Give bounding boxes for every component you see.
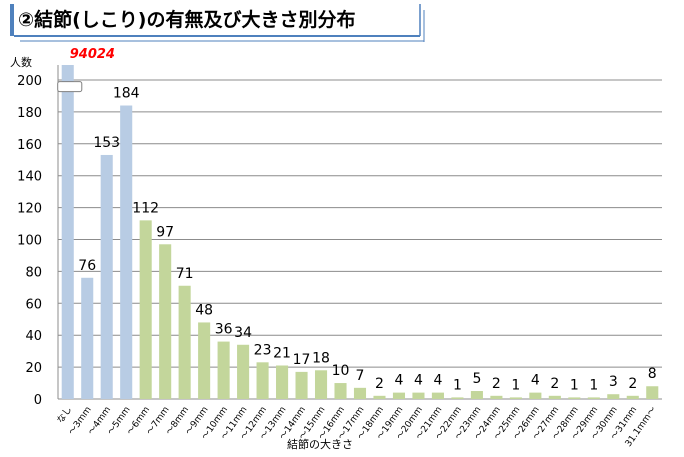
bar [392,392,406,399]
data-label: 2 [550,376,559,392]
bar [81,277,94,399]
data-label: 5 [472,371,481,387]
y-tick-label: 100 [17,234,42,249]
y-tick-label: 60 [25,297,42,312]
bar [100,154,113,399]
data-label: 2 [628,376,637,392]
data-label: 1 [511,377,520,393]
y-tick-label: 140 [17,170,42,185]
y-tick-label: 0 [34,393,42,408]
bar [217,341,230,399]
bar [626,395,639,399]
bar [276,365,289,399]
title-accent-bar [10,4,14,36]
data-label: 4 [395,373,404,389]
data-label: 184 [113,86,140,102]
data-label: 1 [589,377,598,393]
bar [529,392,542,399]
bar [607,394,620,399]
data-label: 10 [332,363,350,379]
data-label: 112 [132,200,159,216]
data-label: 94024 [70,47,115,62]
bar [178,285,191,399]
bar [159,244,172,399]
bar [548,395,561,399]
bar [412,392,425,399]
bar [431,392,444,399]
y-tick-label: 180 [17,106,42,121]
y-tick-label: 20 [25,361,42,376]
axis-break-marker [57,81,83,93]
y-axis-label: 人数 [10,56,32,69]
bar [256,362,269,399]
y-tick-label: 200 [17,74,42,89]
data-label: 1 [453,377,462,393]
bar [568,397,581,399]
bar [470,391,483,399]
data-label: 4 [414,373,423,389]
data-label: 48 [195,302,213,318]
bar [334,383,347,399]
bar [451,397,464,399]
bar [295,371,308,399]
bar [237,344,250,399]
data-label: 1 [570,377,579,393]
bar [198,322,211,399]
page-title: ②結節(しこり)の有無及び大きさ別分布 [18,8,355,31]
x-tick-label: なし [55,404,74,425]
title-graphic: ②結節(しこり)の有無及び大きさ別分布 [10,4,425,42]
title-area: ②結節(しこり)の有無及び大きさ別分布 [0,0,684,48]
data-label: 4 [433,373,442,389]
bar [139,220,152,399]
data-label: 2 [492,376,501,392]
bar [490,395,503,399]
y-tick-label: 40 [25,329,42,344]
y-tick-label: 160 [17,138,42,153]
data-label: 34 [234,325,252,341]
bar [373,395,386,399]
bar [509,397,522,399]
data-label: 153 [93,135,120,151]
data-label: 8 [648,366,657,382]
bar [646,386,659,399]
data-label: 7 [356,368,365,384]
data-label: 71 [176,266,194,282]
x-axis-label: 結節の大きさ [287,437,353,451]
bar [61,65,74,399]
data-label: 18 [312,350,330,366]
y-tick-label: 120 [17,202,42,217]
data-label: 21 [273,346,291,362]
data-label: 4 [531,373,540,389]
y-tick-label: 80 [25,265,42,280]
bar [587,397,600,399]
data-label: 3 [609,374,618,390]
data-label: 2 [375,376,384,392]
bar [314,370,328,399]
data-label: 36 [215,322,233,338]
data-label: 97 [156,224,174,240]
data-label: 76 [78,258,96,274]
data-label: 17 [293,352,311,368]
bar [353,387,367,399]
data-label: 23 [254,342,272,358]
bar [120,105,133,400]
